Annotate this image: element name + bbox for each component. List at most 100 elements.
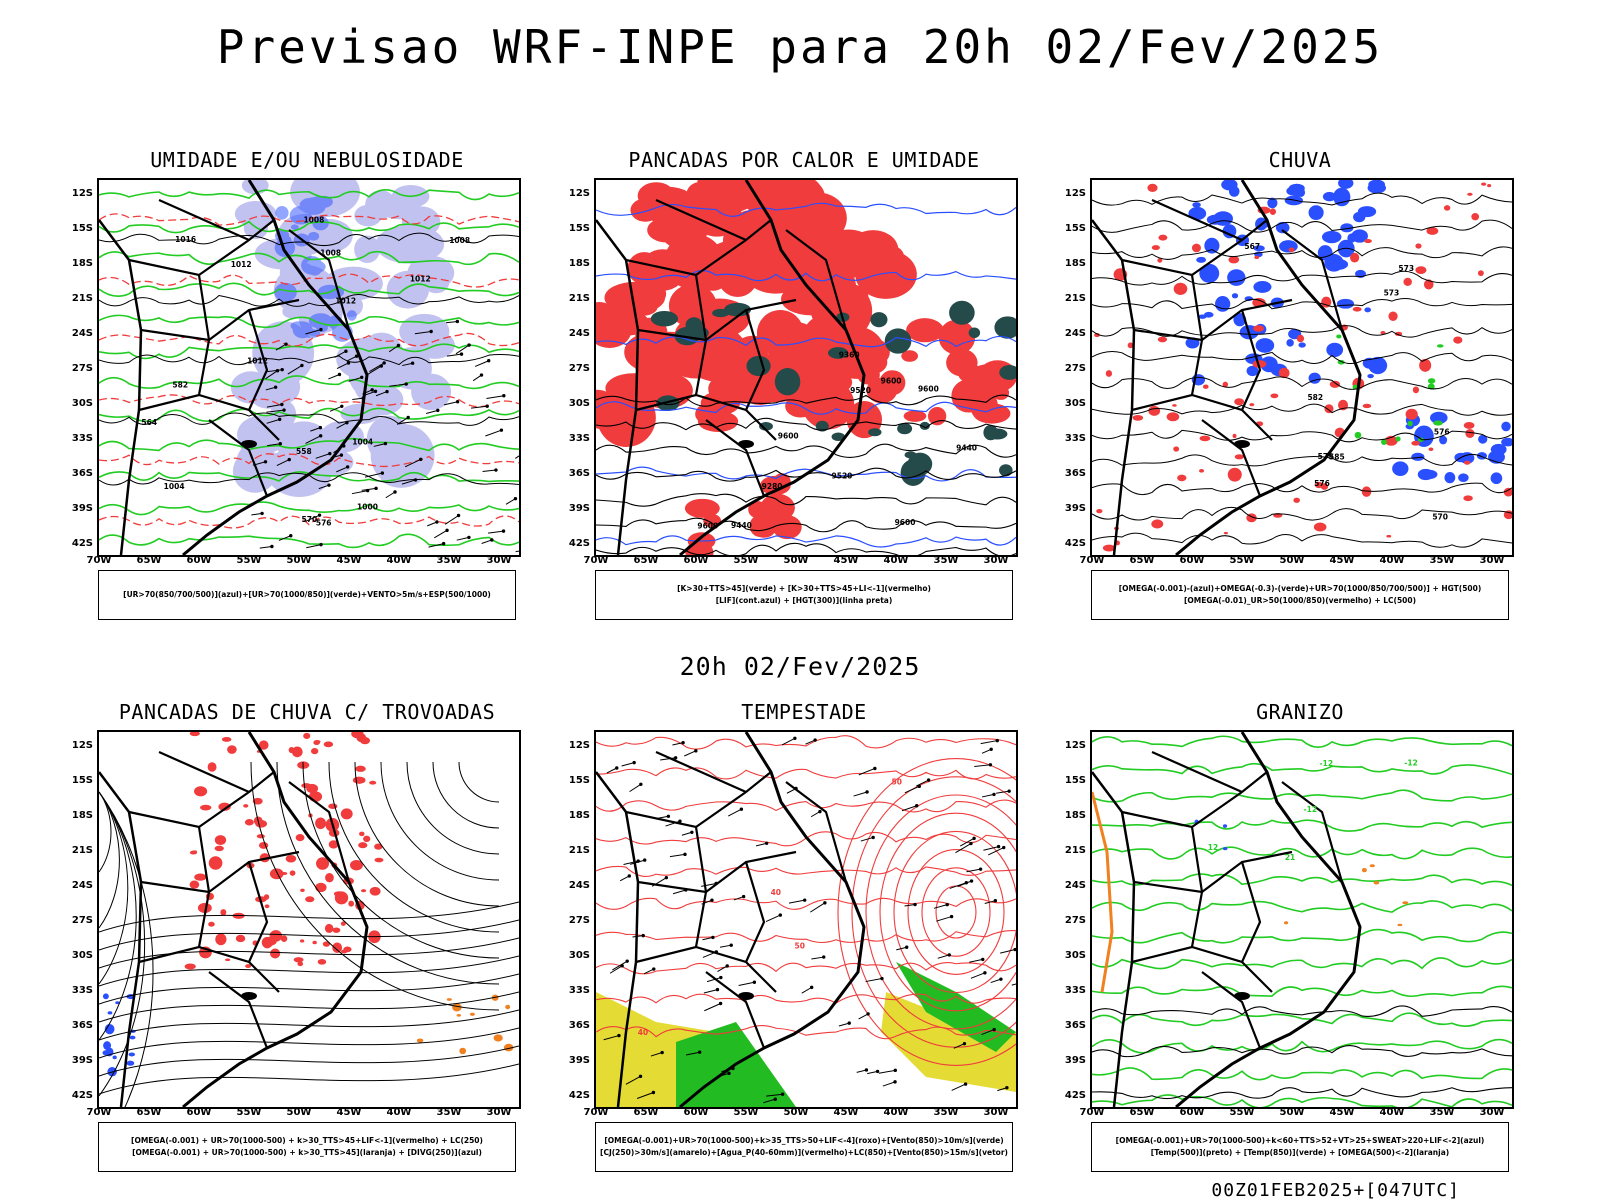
lat-tick-label: 24S xyxy=(568,880,590,891)
lon-tick-label: 70W xyxy=(1079,555,1105,566)
lat-tick-label: 24S xyxy=(71,880,93,891)
lat-tick-label: 39S xyxy=(71,1055,93,1066)
lat-tick-label: 24S xyxy=(71,328,93,339)
contour-label: 582 xyxy=(1307,393,1323,402)
contour-label: 40 xyxy=(638,1028,648,1037)
lon-tick-label: 60W xyxy=(186,555,212,566)
lat-tick-label: 24S xyxy=(568,328,590,339)
lon-tick-label: 60W xyxy=(683,555,709,566)
lat-tick-label: 18S xyxy=(71,258,93,269)
lat-tick-label: 18S xyxy=(1064,258,1086,269)
lon-tick-label: 35W xyxy=(436,1107,462,1118)
lat-tick-label: 27S xyxy=(71,915,93,926)
lat-tick-label: 30S xyxy=(568,950,590,961)
lat-tick-label: 12S xyxy=(568,740,590,751)
map-canvas xyxy=(99,732,519,1107)
lat-tick-label: 24S xyxy=(1064,880,1086,891)
lon-tick-label: 35W xyxy=(933,555,959,566)
contour-label: 9440 xyxy=(956,444,977,453)
contour-label: 1004 xyxy=(164,482,185,491)
legend-line: [OMEGA(-0.001)+UR>70(1000-500)+k>35_TTS>… xyxy=(604,1136,1004,1145)
legend-line: [OMEGA(-0.001)+UR>70(1000-500)+k<60+TTS>… xyxy=(1115,1136,1485,1145)
lat-tick-label: 18S xyxy=(568,258,590,269)
map-plot: 582 585 579 576 573 570 567 573 576 xyxy=(1090,178,1514,557)
lat-tick-label: 27S xyxy=(71,363,93,374)
map-canvas: 40 50 50 40 xyxy=(596,732,1016,1107)
lat-tick-label: 30S xyxy=(568,398,590,409)
contour-label: -12 xyxy=(1304,805,1318,814)
lat-tick-label: 42S xyxy=(71,1090,93,1101)
legend-line: [Temp(500)](preto) + [Temp(850)](verde) … xyxy=(1150,1148,1450,1157)
contour-label: 12 xyxy=(1208,843,1218,852)
contour-label: 9440 xyxy=(731,521,752,530)
contour-label: 570 xyxy=(302,515,318,524)
contour-label: 558 xyxy=(296,447,312,456)
lat-tick-label: 18S xyxy=(1064,810,1086,821)
lat-tick-label: 18S xyxy=(71,810,93,821)
contour-label: 9600 xyxy=(895,518,916,527)
lon-tick-label: 70W xyxy=(583,1107,609,1118)
lon-tick-label: 30W xyxy=(1479,1107,1505,1118)
lat-tick-label: 36S xyxy=(1064,1020,1086,1031)
lon-tick-label: 50W xyxy=(1279,555,1305,566)
lat-tick-label: 15S xyxy=(568,223,590,234)
lat-tick-label: 30S xyxy=(71,950,93,961)
lon-tick-label: 60W xyxy=(1179,1107,1205,1118)
contour-label: 9520 xyxy=(850,386,871,395)
map-canvas: -12 21 -12 12 -12 xyxy=(1092,732,1512,1107)
lon-tick-label: 50W xyxy=(286,555,312,566)
lat-tick-label: 33S xyxy=(568,985,590,996)
contour-label: 9360 xyxy=(839,350,860,359)
panel-title: UMIDADE E/OU NEBULOSIDADE xyxy=(150,148,464,172)
contour-label: 585 xyxy=(1329,452,1345,461)
map-plot: 40 50 50 40 xyxy=(594,730,1018,1109)
contour-label: 1008 xyxy=(303,215,324,224)
lon-tick-label: 70W xyxy=(86,1107,112,1118)
lon-tick-label: 65W xyxy=(633,1107,659,1118)
lon-tick-label: 65W xyxy=(136,555,162,566)
lat-tick-label: 42S xyxy=(1064,1090,1086,1101)
lat-tick-label: 30S xyxy=(71,398,93,409)
lon-tick-label: 55W xyxy=(1229,1107,1255,1118)
lon-tick-label: 70W xyxy=(583,555,609,566)
lat-tick-label: 12S xyxy=(71,188,93,199)
map-plot: -12 21 -12 12 -12 xyxy=(1090,730,1514,1109)
lon-tick-label: 45W xyxy=(833,1107,859,1118)
lat-tick-label: 21S xyxy=(568,845,590,856)
lat-tick-label: 33S xyxy=(568,433,590,444)
contour-label: 9520 xyxy=(832,471,853,480)
lon-tick-label: 30W xyxy=(486,1107,512,1118)
lat-tick-label: 42S xyxy=(568,538,590,549)
contour-label: 1008 xyxy=(320,249,341,258)
lat-tick-label: 39S xyxy=(568,503,590,514)
panel-title: PANCADAS POR CALOR E UMIDADE xyxy=(628,148,980,172)
panel-title: TEMPESTADE xyxy=(741,700,867,724)
lon-tick-label: 55W xyxy=(236,555,262,566)
legend-line: [K>30+TTS>45](verde) + [K>30+TTS>45+LI<-… xyxy=(677,584,931,593)
lon-tick-label: 65W xyxy=(633,555,659,566)
lat-tick-label: 21S xyxy=(1064,293,1086,304)
contour-label: 9280 xyxy=(762,482,783,491)
lon-tick-label: 40W xyxy=(883,1107,909,1118)
lat-tick-label: 39S xyxy=(71,503,93,514)
lat-tick-label: 21S xyxy=(71,293,93,304)
contour-label: 579 xyxy=(1318,452,1334,461)
contour-label: 21 xyxy=(1285,853,1295,862)
coastline xyxy=(679,732,866,1107)
panel-title: GRANIZO xyxy=(1256,700,1344,724)
contour-label: 582 xyxy=(172,381,188,390)
lon-tick-label: 40W xyxy=(386,1107,412,1118)
lat-tick-label: 27S xyxy=(568,363,590,374)
contour-label: 576 xyxy=(1314,479,1330,488)
legend-box: [OMEGA(-0.001) + UR>70(1000-500) + k>30_… xyxy=(98,1122,516,1172)
lat-tick-label: 33S xyxy=(71,985,93,996)
lat-tick-label: 15S xyxy=(1064,775,1086,786)
lon-tick-label: 45W xyxy=(336,555,362,566)
map-canvas: 1008 1004 1012 1012 1008 1008 1012 1016 1012 1004… xyxy=(99,180,519,555)
legend-box: [K>30+TTS>45](verde) + [K>30+TTS>45+LI<-… xyxy=(595,570,1013,620)
map-plot: 9600 9600 9600 9600 9600 9520 9520 9440 9440 9360… xyxy=(594,178,1018,557)
contour-label: 570 xyxy=(1432,512,1448,521)
lat-tick-label: 12S xyxy=(1064,740,1086,751)
legend-box: [UR>70(850/700/500)](azul)+[UR>70(1000/8… xyxy=(98,570,516,620)
contour-label: 1016 xyxy=(175,235,196,244)
